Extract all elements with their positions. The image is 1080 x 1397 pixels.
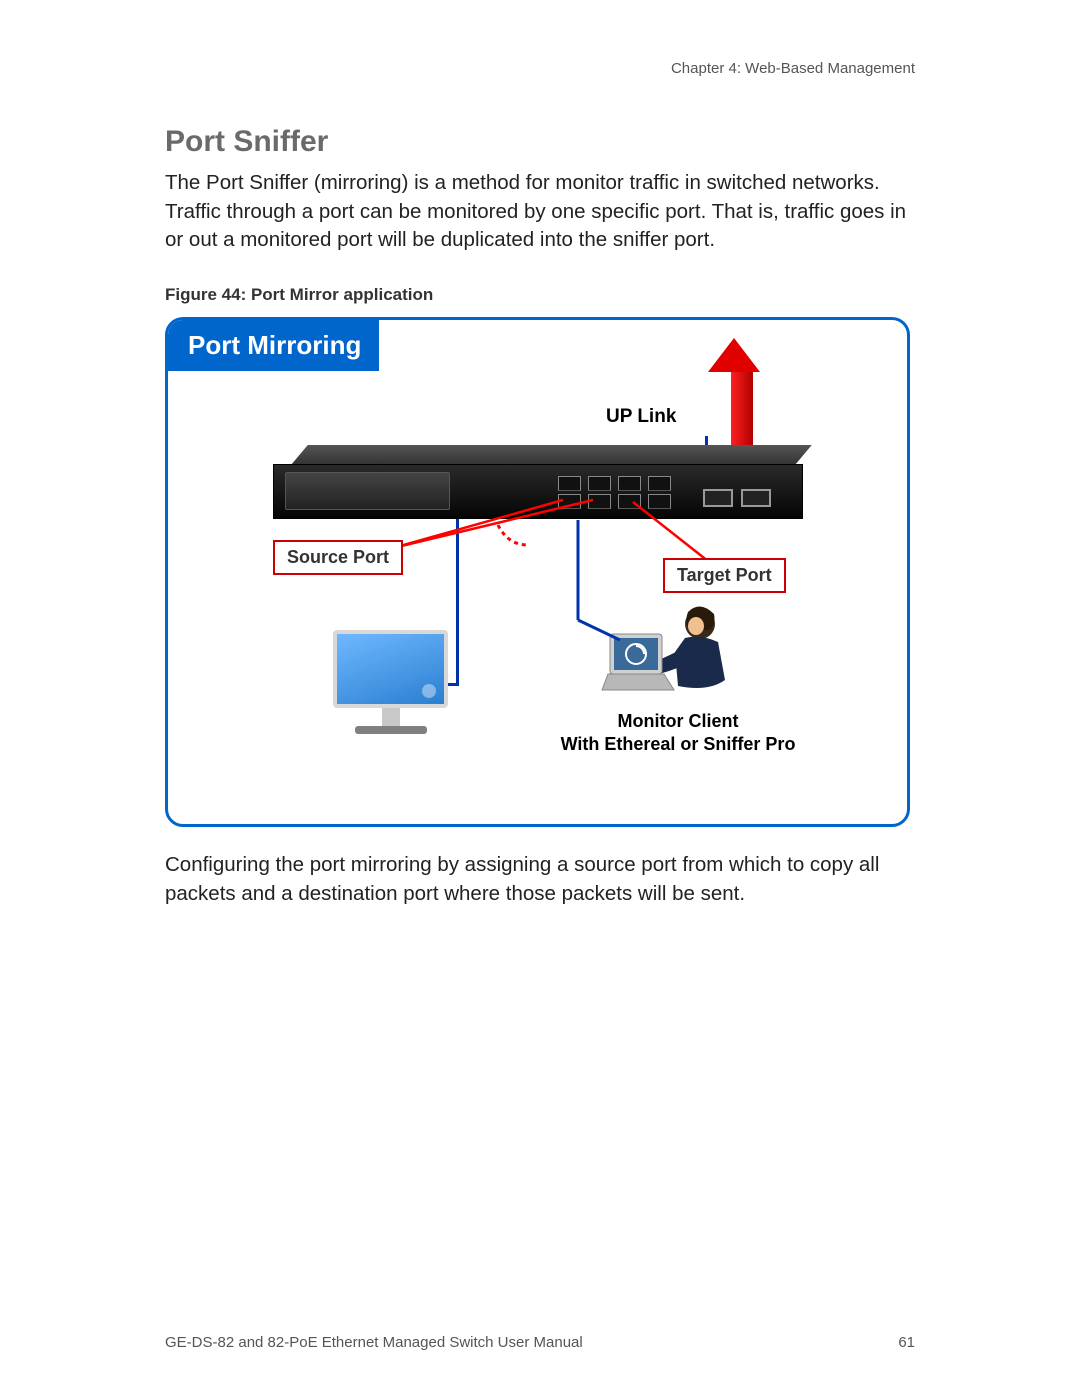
monitor-client-label: Monitor Client With Ethereal or Sniffer …	[533, 710, 823, 757]
figure-caption: Figure 44: Port Mirror application	[165, 285, 915, 305]
intro-paragraph: The Port Sniffer (mirroring) is a method…	[165, 169, 915, 255]
monitor-icon	[333, 630, 448, 734]
monitor-client-icon	[600, 602, 750, 717]
chapter-header: Chapter 4: Web-Based Management	[165, 60, 915, 77]
page-footer: GE-DS-82 and 82-PoE Ethernet Managed Swi…	[165, 1334, 915, 1351]
port-mirror-diagram: Port Mirroring UP Link	[165, 317, 910, 827]
network-switch-icon	[273, 445, 803, 530]
section-title: Port Sniffer	[165, 125, 915, 159]
monitor-cable-v	[456, 518, 459, 686]
uplink-label: UP Link	[606, 406, 676, 428]
footer-page-number: 61	[898, 1334, 915, 1351]
source-port-label: Source Port	[273, 540, 403, 575]
target-port-label: Target Port	[663, 558, 786, 593]
footer-manual-name: GE-DS-82 and 82-PoE Ethernet Managed Swi…	[165, 1334, 583, 1351]
outro-paragraph: Configuring the port mirroring by assign…	[165, 851, 915, 908]
diagram-title: Port Mirroring	[168, 320, 379, 371]
monitor-client-line2: With Ethereal or Sniffer Pro	[533, 733, 823, 756]
